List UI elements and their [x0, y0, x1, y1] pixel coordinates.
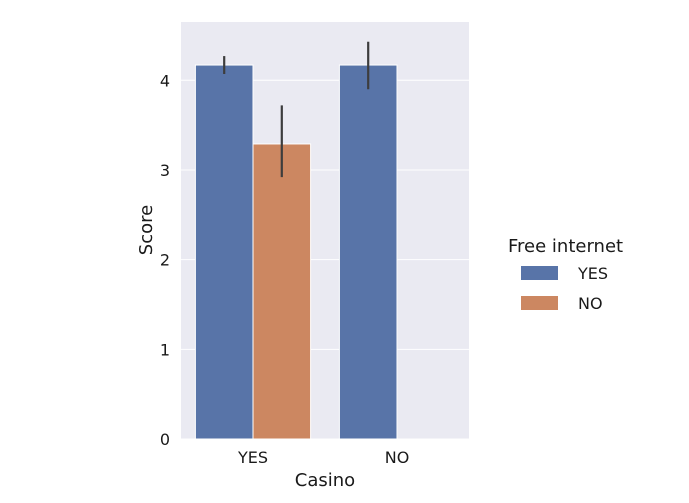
x-axis-label: Casino: [295, 470, 355, 491]
y-tick-labels: 0 1 2 3 4: [160, 71, 170, 449]
x-tick-labels: YES NO: [237, 448, 409, 467]
legend-title: Free internet: [508, 236, 623, 257]
legend: Free internet YES NO: [508, 236, 623, 313]
y-tick-label: 2: [160, 251, 170, 270]
y-tick-label: 3: [160, 161, 170, 180]
legend-label: NO: [578, 294, 603, 313]
y-tick-label: 4: [160, 71, 170, 90]
legend-swatch: [521, 266, 558, 280]
x-tick-label: NO: [385, 448, 410, 467]
y-tick-label: 0: [160, 430, 170, 449]
bar: [194, 64, 254, 440]
y-axis-label: Score: [136, 205, 157, 255]
y-tick-label: 1: [160, 340, 170, 359]
legend-swatch: [521, 296, 558, 310]
error-bars: [223, 41, 370, 178]
bars: [194, 64, 398, 440]
x-tick-label: YES: [237, 448, 268, 467]
bar: [338, 64, 398, 440]
legend-label: YES: [577, 264, 608, 283]
bar: [252, 143, 312, 440]
